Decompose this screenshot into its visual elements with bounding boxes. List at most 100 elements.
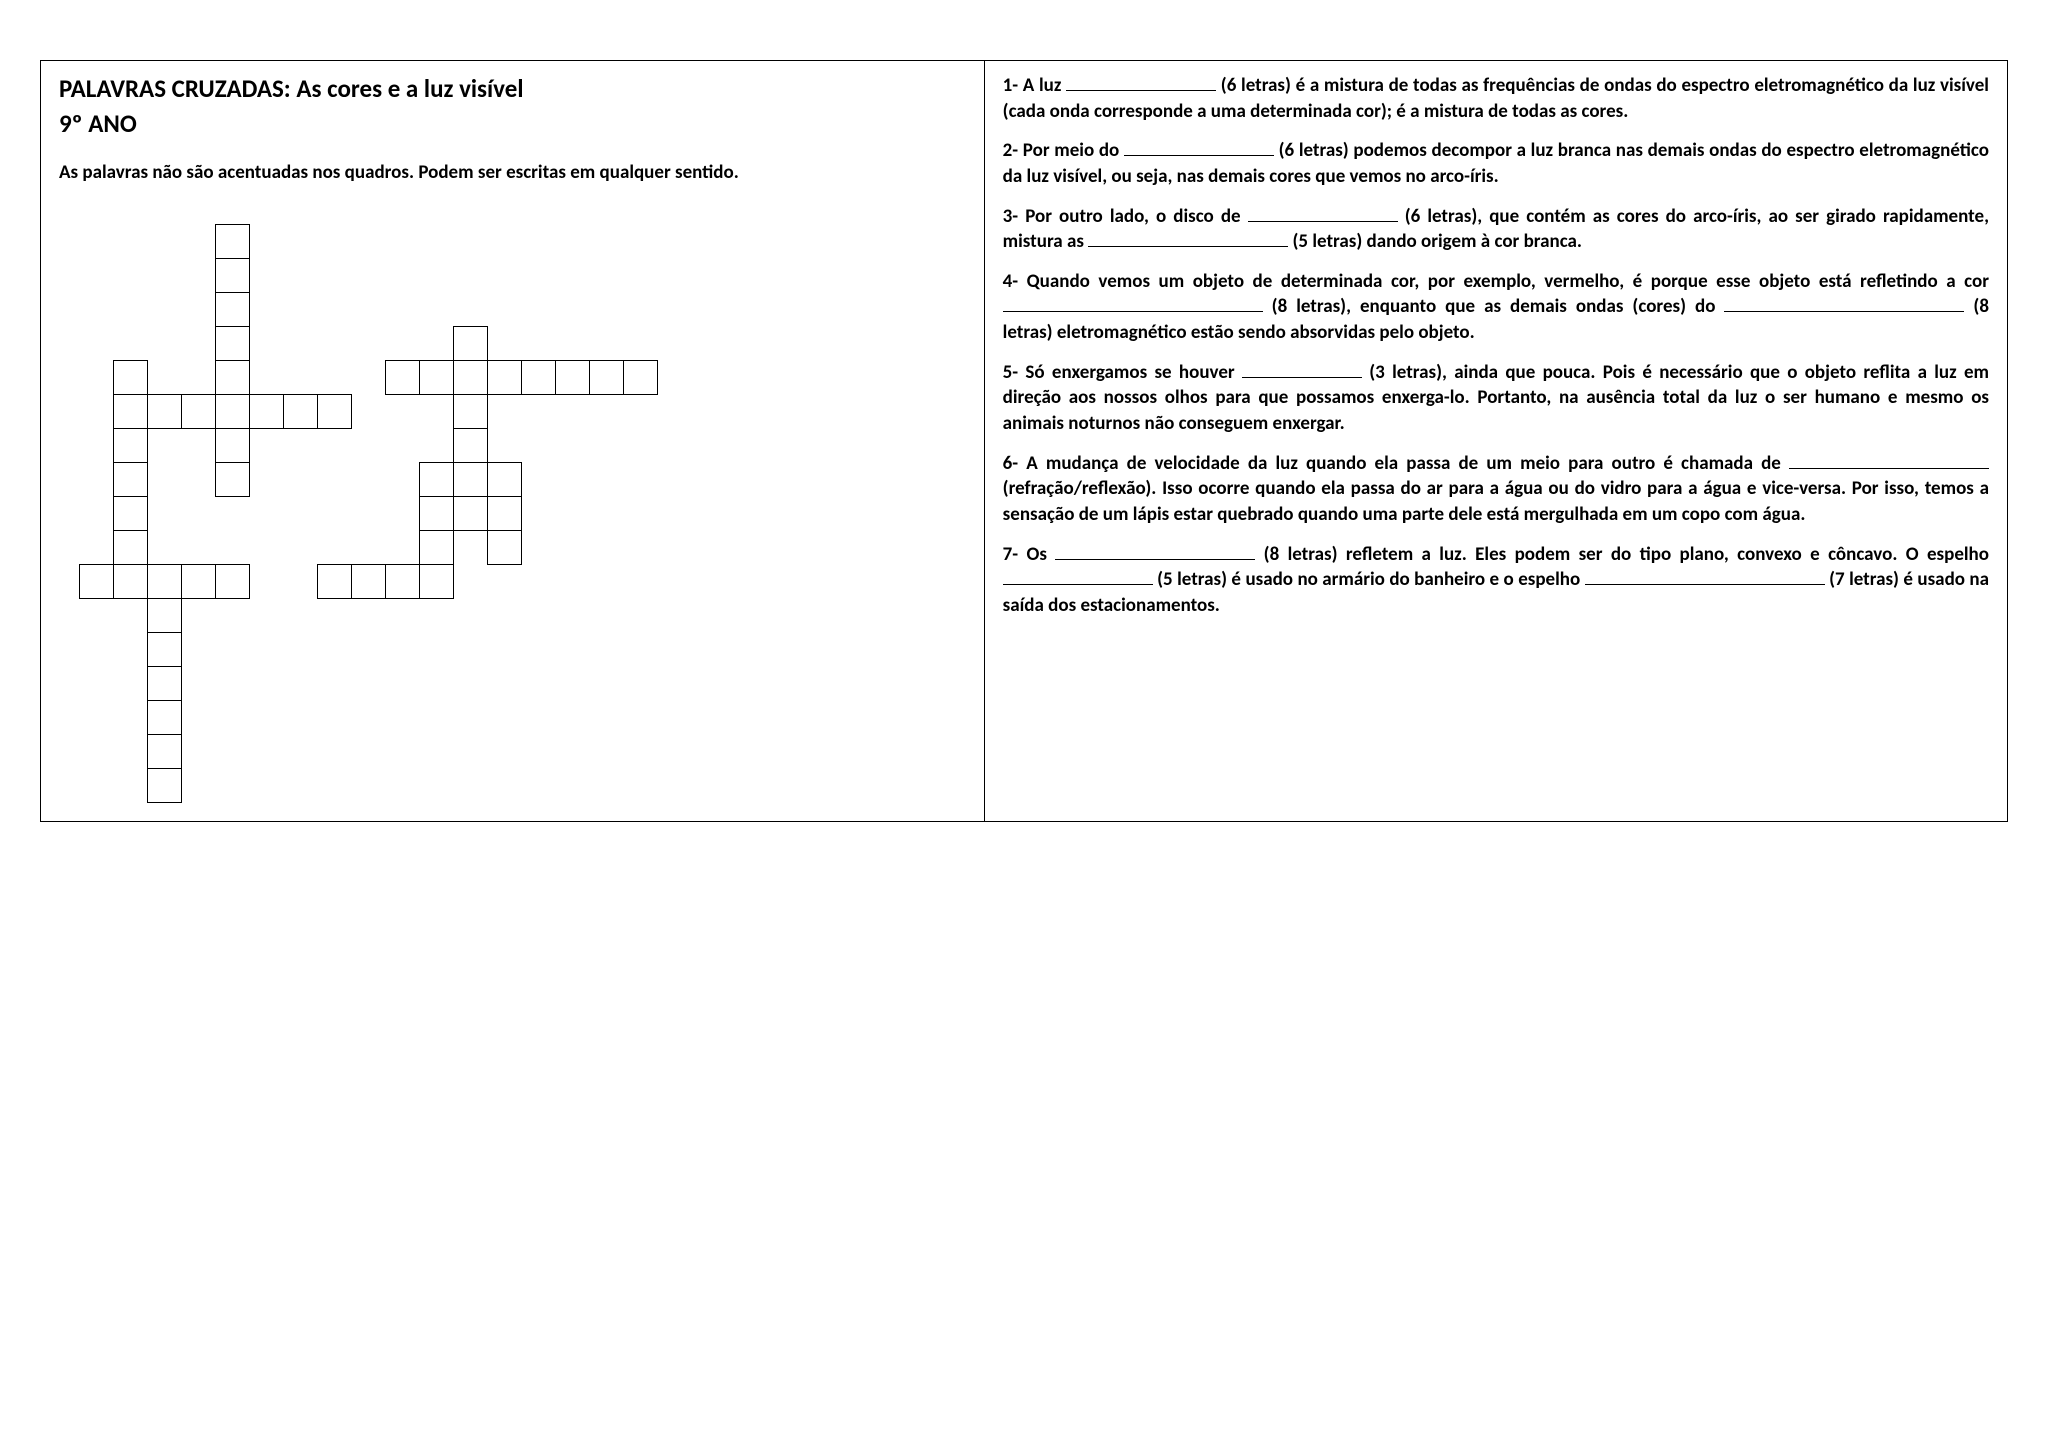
- crossword-cell[interactable]: [454, 327, 488, 361]
- crossword-cell[interactable]: [420, 361, 454, 395]
- crossword-cell[interactable]: [318, 565, 352, 599]
- crossword-cell[interactable]: [420, 463, 454, 497]
- blank-field[interactable]: [1724, 311, 1964, 312]
- crossword-cell[interactable]: [216, 225, 250, 259]
- crossword-cell[interactable]: [114, 395, 148, 429]
- clue-number: 4-: [1003, 270, 1018, 293]
- crossword-cell[interactable]: [454, 395, 488, 429]
- crossword-cell[interactable]: [114, 361, 148, 395]
- crossword-cell[interactable]: [590, 361, 624, 395]
- crossword-empty: [488, 599, 522, 633]
- crossword-cell[interactable]: [420, 565, 454, 599]
- crossword-cell[interactable]: [148, 633, 182, 667]
- crossword-cell[interactable]: [556, 361, 590, 395]
- crossword-cell[interactable]: [488, 497, 522, 531]
- crossword-empty: [556, 259, 590, 293]
- crossword-empty: [590, 293, 624, 327]
- crossword-cell[interactable]: [216, 429, 250, 463]
- crossword-cell[interactable]: [114, 463, 148, 497]
- blank-field[interactable]: [1003, 311, 1263, 312]
- crossword-cell[interactable]: [454, 497, 488, 531]
- crossword-cell[interactable]: [488, 531, 522, 565]
- crossword-empty: [284, 429, 318, 463]
- crossword-cell[interactable]: [80, 565, 114, 599]
- crossword-cell[interactable]: [114, 497, 148, 531]
- crossword-empty: [114, 259, 148, 293]
- crossword-empty: [624, 225, 658, 259]
- crossword-cell[interactable]: [216, 293, 250, 327]
- blank-field[interactable]: [1088, 246, 1288, 247]
- crossword-empty: [556, 769, 590, 803]
- crossword-cell[interactable]: [216, 327, 250, 361]
- crossword-empty: [148, 497, 182, 531]
- crossword-empty: [216, 531, 250, 565]
- crossword-cell[interactable]: [318, 395, 352, 429]
- crossword-cell[interactable]: [114, 531, 148, 565]
- blank-field[interactable]: [1003, 584, 1153, 585]
- blank-field[interactable]: [1789, 468, 1989, 469]
- blank-field[interactable]: [1124, 155, 1274, 156]
- crossword-cell[interactable]: [284, 395, 318, 429]
- blank-field[interactable]: [1585, 584, 1825, 585]
- crossword-empty: [522, 769, 556, 803]
- blank-field[interactable]: [1055, 559, 1255, 560]
- crossword-cell[interactable]: [216, 361, 250, 395]
- crossword-cell[interactable]: [420, 531, 454, 565]
- crossword-empty: [148, 463, 182, 497]
- crossword-empty: [250, 701, 284, 735]
- clue-text: A mudança de velocidade da luz quando el…: [1018, 452, 1789, 475]
- crossword-empty: [80, 429, 114, 463]
- crossword-cell[interactable]: [148, 769, 182, 803]
- crossword-cell[interactable]: [454, 361, 488, 395]
- crossword-empty: [148, 225, 182, 259]
- crossword-cell[interactable]: [352, 565, 386, 599]
- crossword-cell[interactable]: [114, 565, 148, 599]
- crossword-cell[interactable]: [148, 395, 182, 429]
- crossword-empty: [318, 735, 352, 769]
- crossword-empty: [318, 225, 352, 259]
- crossword-cell[interactable]: [624, 361, 658, 395]
- crossword-empty: [624, 293, 658, 327]
- crossword-cell[interactable]: [148, 565, 182, 599]
- crossword-empty: [80, 293, 114, 327]
- crossword-empty: [182, 463, 216, 497]
- crossword-cell[interactable]: [216, 259, 250, 293]
- crossword-empty: [556, 565, 590, 599]
- crossword-cell[interactable]: [488, 463, 522, 497]
- crossword-cell[interactable]: [488, 361, 522, 395]
- crossword-cell[interactable]: [454, 429, 488, 463]
- crossword-empty: [250, 259, 284, 293]
- blank-field[interactable]: [1242, 377, 1362, 378]
- crossword-cell[interactable]: [148, 667, 182, 701]
- crossword-cell[interactable]: [182, 395, 216, 429]
- crossword-cell[interactable]: [114, 429, 148, 463]
- crossword-cell[interactable]: [250, 395, 284, 429]
- crossword-cell[interactable]: [216, 395, 250, 429]
- crossword-empty: [250, 361, 284, 395]
- crossword-cell[interactable]: [216, 565, 250, 599]
- crossword-cell[interactable]: [522, 361, 556, 395]
- blank-field[interactable]: [1066, 90, 1216, 91]
- crossword-cell[interactable]: [182, 565, 216, 599]
- crossword-cell[interactable]: [148, 735, 182, 769]
- crossword-empty: [488, 565, 522, 599]
- clue-7: 7- Os (8 letras) refletem a luz. Eles po…: [1003, 542, 1989, 619]
- crossword-empty: [182, 327, 216, 361]
- crossword-cell[interactable]: [420, 497, 454, 531]
- crossword-empty: [250, 293, 284, 327]
- crossword-cell[interactable]: [386, 361, 420, 395]
- blank-field[interactable]: [1248, 221, 1398, 222]
- crossword-cell[interactable]: [148, 599, 182, 633]
- crossword-cell[interactable]: [148, 701, 182, 735]
- crossword-empty: [386, 327, 420, 361]
- crossword-empty: [590, 327, 624, 361]
- crossword-empty: [386, 769, 420, 803]
- crossword-cell[interactable]: [216, 463, 250, 497]
- clue-number: 5-: [1003, 361, 1018, 384]
- crossword-empty: [114, 769, 148, 803]
- crossword-cell[interactable]: [386, 565, 420, 599]
- crossword-cell[interactable]: [454, 463, 488, 497]
- crossword-empty: [420, 293, 454, 327]
- crossword-empty: [250, 531, 284, 565]
- crossword-empty: [216, 735, 250, 769]
